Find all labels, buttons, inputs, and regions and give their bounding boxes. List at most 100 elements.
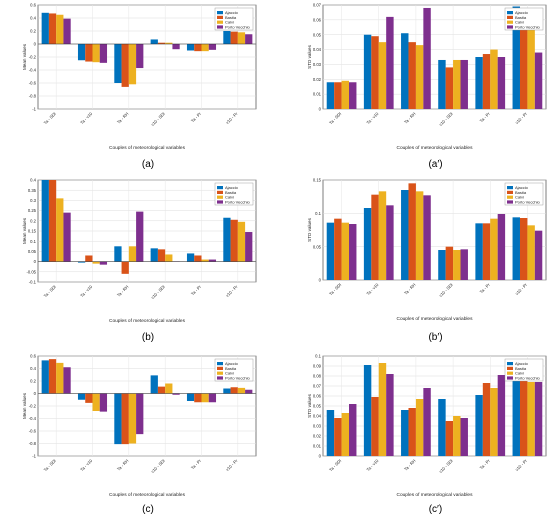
bar xyxy=(165,254,173,262)
y-tick-label: 0.1 xyxy=(315,211,321,216)
x-tick-label: Ta - RH xyxy=(116,284,130,298)
x-tick-label: v10 - Pr xyxy=(514,111,528,125)
chart-panel: 0 0.05 0.1 0.15 Ta - SDI Ta - v10 Ta - RH v10 -… xyxy=(307,178,547,343)
legend-swatch xyxy=(217,371,223,375)
x-tick-label: Ta - RH xyxy=(116,458,130,472)
bar xyxy=(534,230,543,280)
y-tick-label: 0.25 xyxy=(28,208,37,213)
legend-entry: Ajaccio xyxy=(225,10,239,15)
y-tick-label: 0.35 xyxy=(28,188,37,193)
bar xyxy=(527,382,535,456)
bar xyxy=(386,205,394,280)
bar xyxy=(121,393,129,445)
legend-entry: Bastia xyxy=(225,366,237,371)
legend-swatch xyxy=(507,362,513,366)
bar xyxy=(63,18,71,44)
bar xyxy=(237,221,246,262)
bar xyxy=(150,248,158,262)
bar xyxy=(63,212,71,262)
bar xyxy=(121,261,129,274)
legend-swatch xyxy=(507,366,513,370)
bar xyxy=(92,44,100,63)
legend-entry: Bastia xyxy=(225,190,237,195)
y-tick-label: -0.05 xyxy=(26,269,36,274)
bar xyxy=(208,393,217,403)
x-tick-label: Ta - SDI xyxy=(328,282,342,296)
bar xyxy=(363,208,372,280)
bar xyxy=(85,44,93,62)
legend-entry: Porto Vecchio xyxy=(225,24,250,29)
chart-panel: 0 0.01 0.02 0.03 0.04 0.05 0.06 0.07 Ta - SDI Ta … xyxy=(307,3,547,170)
legend-entry: Calvi xyxy=(225,195,234,200)
x-axis-label: Couples of meteorological variables xyxy=(397,492,474,498)
x-tick-label: v10 - SDI xyxy=(438,458,454,474)
bar xyxy=(92,261,100,264)
x-axis-label: Couples of meteorological variables xyxy=(109,318,186,324)
x-tick-label: Ta - v10 xyxy=(79,111,94,126)
bar xyxy=(165,383,173,394)
bar xyxy=(136,211,144,262)
bar xyxy=(186,44,195,51)
legend-entry: Bastia xyxy=(225,15,237,20)
legend-swatch xyxy=(217,376,223,380)
y-tick-label: 0.05 xyxy=(28,249,37,254)
bar xyxy=(475,223,483,280)
x-tick-label: v10 - SDI xyxy=(438,111,454,127)
bar xyxy=(48,359,57,394)
bar xyxy=(460,249,468,280)
y-axis-label: Mean values xyxy=(22,217,27,244)
y-tick-label: 0.06 xyxy=(313,394,322,399)
bar xyxy=(56,362,64,394)
x-tick-label: v10 - SDI xyxy=(150,111,166,127)
legend-entry: Calvi xyxy=(515,195,524,200)
y-tick-label: -0.6 xyxy=(29,81,37,86)
bar xyxy=(165,42,173,44)
x-axis-label: Couples of meteorological variables xyxy=(397,316,474,322)
y-tick-label: 0 xyxy=(319,278,322,283)
bar xyxy=(490,388,498,456)
legend-entry: Calvi xyxy=(515,20,524,25)
y-tick-label: 0.07 xyxy=(313,384,322,389)
bar xyxy=(401,33,409,109)
y-tick-label: -0.2 xyxy=(29,404,37,409)
legend-swatch xyxy=(217,195,223,199)
bar xyxy=(519,218,528,280)
x-tick-label: Ta - SDI xyxy=(43,111,57,125)
y-tick-label: 0.02 xyxy=(313,77,322,82)
bar xyxy=(157,386,166,394)
x-tick-label: Ta - v10 xyxy=(79,458,94,473)
bar xyxy=(378,191,387,280)
legend-box xyxy=(504,358,544,382)
legend-swatch xyxy=(217,20,223,24)
y-tick-label: -0.6 xyxy=(29,429,37,434)
x-tick-label: v10 - Pr xyxy=(225,284,239,298)
panel-caption: (b) xyxy=(142,332,154,343)
bar xyxy=(56,198,64,262)
bar xyxy=(77,261,86,263)
x-tick-label: Ta - Pr xyxy=(479,282,492,295)
bar xyxy=(85,393,93,403)
bar xyxy=(386,374,394,456)
legend-entry: Ajaccio xyxy=(515,185,529,190)
bar xyxy=(482,383,491,456)
legend-swatch xyxy=(217,366,223,370)
bar xyxy=(150,375,158,394)
bar xyxy=(326,82,335,109)
bar xyxy=(230,387,238,394)
chart-panel: -1 -0.8 -0.6 -0.4 -0.2 0 0.2 0.4 0.6 Ta - SDI Ta -… xyxy=(22,354,257,515)
x-tick-label: v10 - SDI xyxy=(438,282,454,298)
y-tick-label: 0.05 xyxy=(313,404,322,409)
bar xyxy=(363,34,372,109)
legend-entry: Ajaccio xyxy=(515,361,529,366)
y-tick-label: 0.2 xyxy=(30,29,36,34)
bar xyxy=(121,44,129,87)
bar xyxy=(245,232,253,262)
bar xyxy=(371,194,379,280)
bar xyxy=(490,49,498,109)
bar xyxy=(230,219,238,262)
bar xyxy=(194,393,202,403)
bar xyxy=(363,365,372,456)
